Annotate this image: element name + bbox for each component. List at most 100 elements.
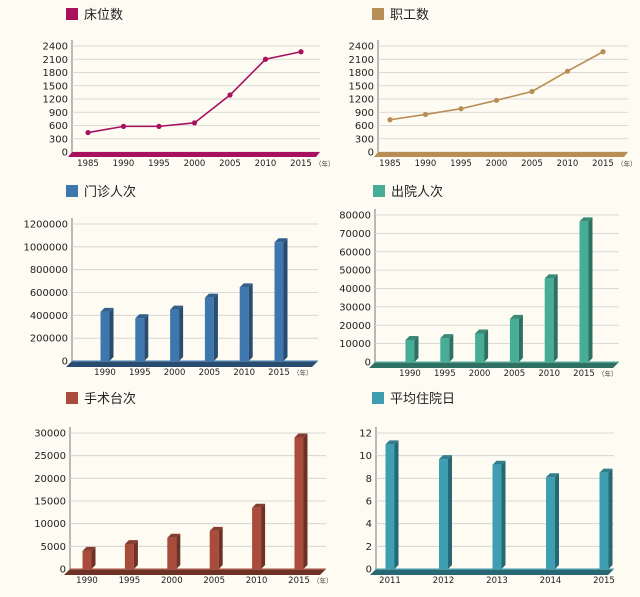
x-tick-label: 2015: [573, 369, 595, 379]
axis-band: [374, 152, 628, 157]
y-tick-label: 0: [365, 358, 371, 369]
x-tick-label: 1995: [148, 159, 170, 169]
chart-5: 手术台次 0 5000 10000 15000 20000 25000 30000 1990 19…: [34, 391, 332, 586]
y-tick-label: 600000: [30, 288, 68, 299]
y-tick-label: 400000: [30, 311, 68, 322]
y-tick-label: 2400: [349, 42, 374, 53]
y-tick-label: 1800: [43, 68, 68, 79]
bar-top: [204, 293, 218, 298]
bar-side: [555, 473, 559, 569]
y-tick-label: 300: [355, 134, 374, 145]
chart-title: 平均住院日: [390, 392, 455, 407]
bar-side: [261, 503, 266, 569]
bar-top: [274, 238, 288, 243]
y-tick-label: 4: [366, 519, 372, 530]
y-tick-label: 2100: [349, 55, 374, 66]
y-tick-label: 1500: [349, 81, 374, 92]
x-tick-label: 2000: [161, 576, 183, 586]
data-point: [564, 68, 571, 74]
data-point: [600, 49, 606, 55]
bar-top: [579, 217, 593, 222]
y-tick-label: 2: [366, 542, 372, 553]
bar: [135, 318, 145, 361]
x-tick-label: 2010: [246, 576, 268, 586]
bar-top: [546, 473, 559, 478]
bar-side: [283, 238, 288, 361]
x-tick-label: 2015: [268, 368, 290, 378]
bar-top: [385, 440, 399, 445]
x-tick-label: 1985: [77, 159, 99, 169]
bar-side: [213, 293, 218, 361]
axis-band: [66, 361, 318, 367]
bar-side: [588, 217, 593, 362]
x-tick-label: 2005: [504, 369, 526, 379]
bar-side: [484, 329, 489, 362]
bar: [509, 318, 519, 362]
legend-swatch: [66, 185, 78, 197]
data-point: [227, 92, 233, 98]
chart-2: 职工数 0 300 600 900 1200 1500 1800 2100 2400 1985 199…: [349, 8, 637, 169]
y-tick-label: 200000: [30, 334, 68, 345]
bar: [204, 297, 214, 361]
bar-top: [82, 546, 96, 551]
bar-side: [394, 440, 399, 569]
x-tick-label: 2015: [288, 576, 310, 586]
x-tick-label: 2015: [290, 159, 312, 169]
bar-top: [439, 455, 452, 460]
bar: [167, 537, 177, 569]
bar-side: [109, 307, 114, 361]
x-tick-label: 2010: [255, 159, 277, 169]
x-tick-label: 2005: [219, 159, 241, 169]
data-point: [387, 117, 393, 123]
x-tick-label: 1990: [113, 159, 135, 169]
y-tick-label: 10000: [339, 339, 371, 350]
bar: [124, 544, 134, 569]
x-tick-label: 1985: [379, 159, 401, 169]
bar-side: [608, 468, 613, 569]
y-tick-label: 8: [366, 474, 372, 485]
bar-top: [599, 468, 613, 473]
bar: [439, 459, 448, 569]
chart-title: 出院人次: [391, 184, 443, 200]
bar-top: [209, 526, 223, 531]
bar: [100, 311, 110, 361]
x-tick-label: 1990: [415, 159, 437, 169]
x-tick-label: 2015: [593, 576, 615, 586]
x-unit-label: （年）: [313, 576, 333, 585]
bar-side: [179, 305, 184, 361]
data-point: [120, 123, 127, 129]
bar: [440, 338, 450, 362]
y-tick-label: 12: [359, 429, 372, 440]
bar-side: [91, 546, 96, 569]
chart-title: 职工数: [390, 8, 429, 23]
x-tick-label: 1995: [450, 159, 472, 169]
bar-top: [124, 540, 138, 545]
legend-swatch: [372, 392, 384, 404]
axis-band: [68, 152, 320, 157]
y-tick-label: 6: [366, 497, 372, 508]
y-tick-label: 25000: [34, 451, 66, 462]
bar: [239, 287, 249, 361]
bar-side: [518, 314, 523, 362]
bar-top: [135, 314, 149, 319]
x-tick-label: 2000: [164, 368, 186, 378]
bar-top: [100, 307, 114, 312]
axis-band: [64, 569, 326, 575]
x-tick-label: 2005: [199, 368, 221, 378]
bar: [546, 477, 555, 569]
y-tick-label: 20000: [34, 474, 66, 485]
bar-top: [405, 335, 419, 340]
chart-3: 门诊人次 0 200000 400000 600000 800000 1000000 1200…: [23, 184, 318, 378]
chart-6: 平均住院日 0 2 4 6 8 10 12 2011 2012 2013 2014 2015: [359, 392, 615, 586]
y-tick-label: 0: [368, 148, 374, 159]
x-tick-label: 2005: [203, 576, 225, 586]
bar: [209, 530, 219, 569]
y-tick-label: 20000: [339, 321, 371, 332]
y-tick-label: 1200000: [23, 220, 68, 231]
y-tick-label: 1200: [43, 95, 68, 106]
bar-side: [448, 455, 452, 569]
chart-title: 门诊人次: [84, 184, 136, 200]
legend-swatch: [66, 8, 78, 20]
axis-band: [369, 362, 619, 368]
bar-side: [133, 540, 138, 569]
